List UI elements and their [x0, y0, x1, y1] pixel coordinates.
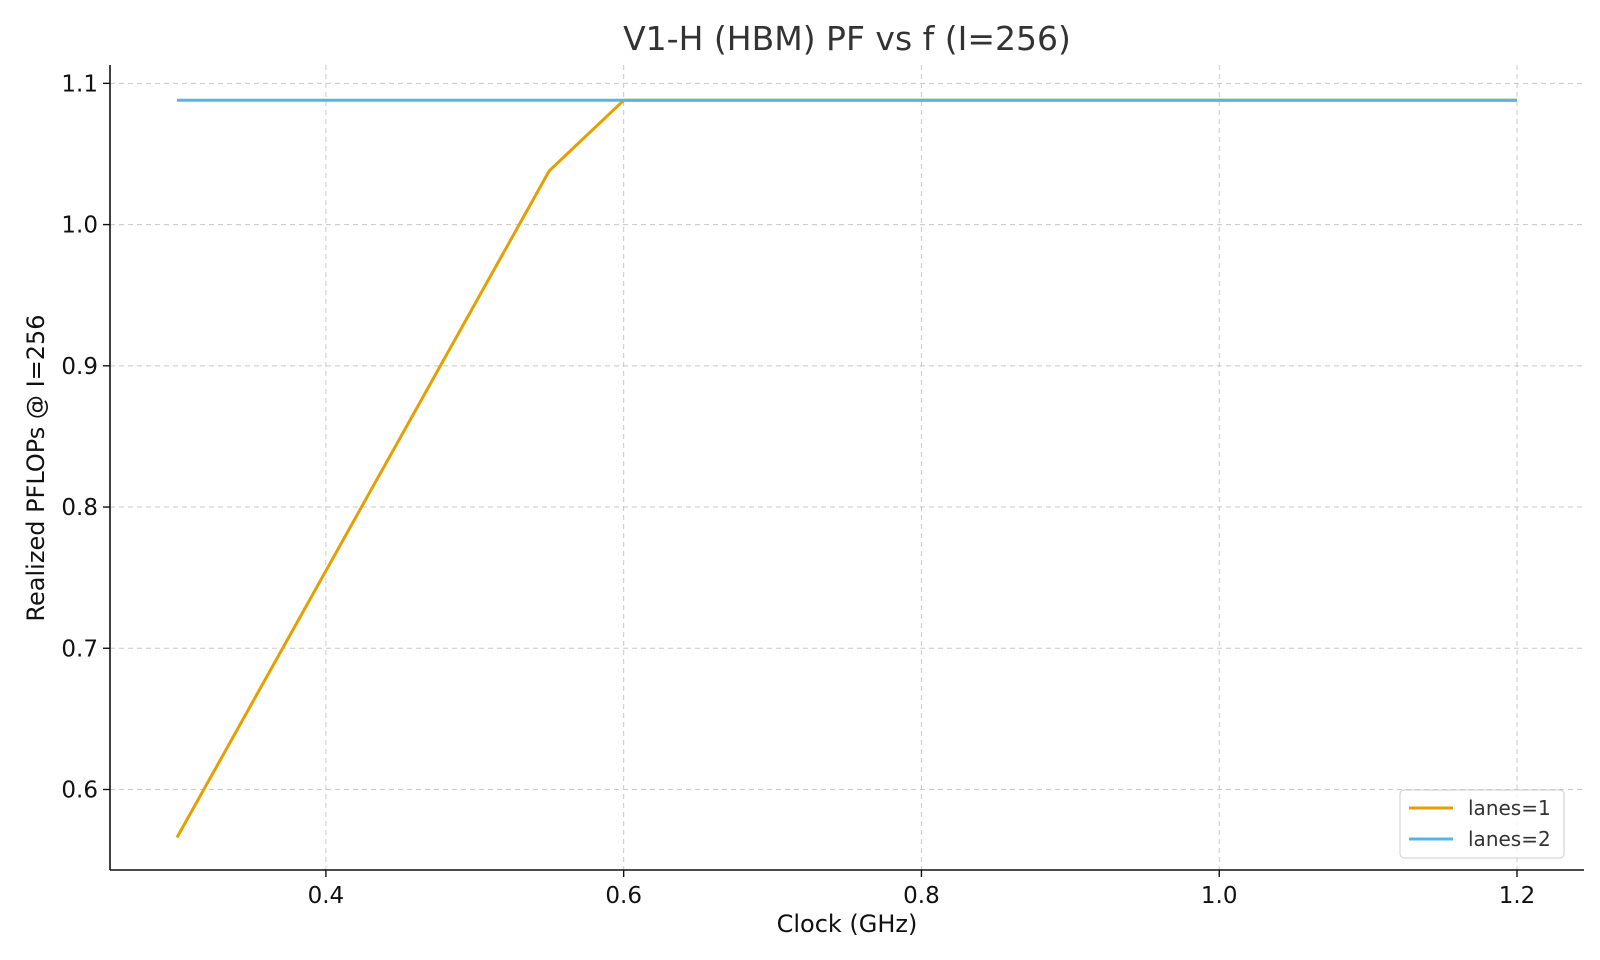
axes [109, 65, 1584, 871]
y-tick-label: 0.8 [61, 495, 98, 521]
y-tick-label: 1.0 [61, 213, 98, 239]
legend-label: lanes=1 [1468, 796, 1551, 820]
y-axis-label: Realized PFLOPs @ I=256 [22, 314, 50, 621]
y-ticks: 0.6 0.7 0.8 0.9 1.0 1.1 [61, 71, 110, 804]
legend-label: lanes=2 [1468, 827, 1551, 851]
x-ticks: 0.4 0.6 0.8 1.0 1.2 [308, 870, 1536, 909]
x-tick-label: 0.4 [308, 883, 345, 909]
series-line-lanes-1 [175, 98, 1517, 839]
legend: lanes=1 lanes=2 [1399, 789, 1565, 859]
x-tick-label: 1.0 [1201, 883, 1238, 909]
x-tick-label: 0.6 [605, 883, 642, 909]
chart-title: V1-H (HBM) PF vs f (I=256) [623, 19, 1071, 58]
grid-lines [110, 65, 1584, 870]
x-tick-label: 1.2 [1499, 883, 1536, 909]
y-tick-label: 0.7 [61, 636, 98, 662]
y-tick-label: 0.9 [61, 354, 98, 380]
y-tick-label: 1.1 [61, 71, 98, 97]
x-tick-label: 0.8 [903, 883, 940, 909]
x-axis-label: Clock (GHz) [777, 910, 918, 938]
series-lines [175, 98, 1517, 839]
y-tick-label: 0.6 [61, 778, 98, 804]
